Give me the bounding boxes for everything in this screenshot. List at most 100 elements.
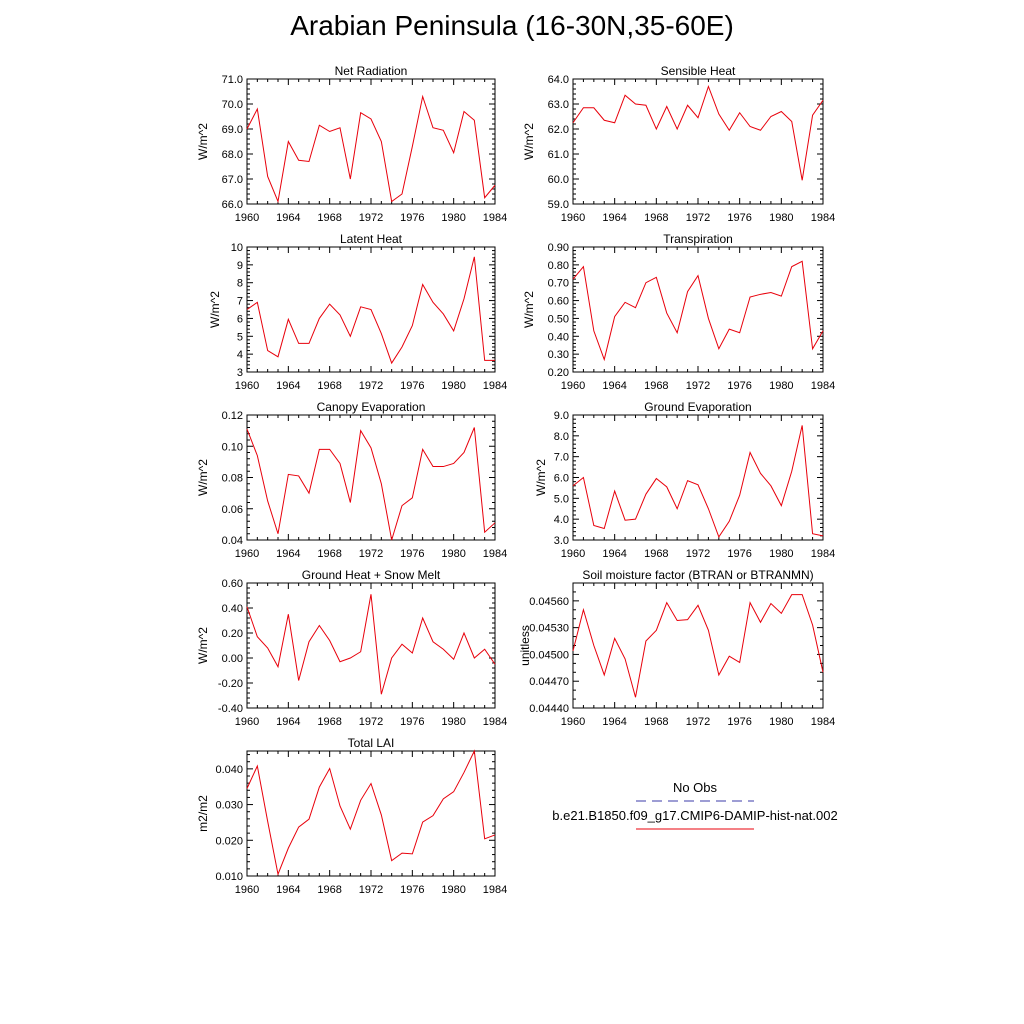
y-tick-label: 64.0 bbox=[548, 74, 569, 86]
y-tick-label: 8 bbox=[237, 278, 243, 290]
y-axis-label: W/m^2 bbox=[208, 291, 222, 328]
y-tick-label: 0.06 bbox=[222, 504, 243, 516]
x-tick-label: 1964 bbox=[276, 716, 300, 728]
x-tick-label: 1964 bbox=[602, 716, 626, 728]
x-tick-label: 1960 bbox=[561, 548, 585, 560]
panel-title: Ground Heat + Snow Melt bbox=[302, 568, 441, 582]
x-tick-label: 1960 bbox=[235, 380, 259, 392]
y-tick-label: 66.0 bbox=[222, 199, 243, 211]
x-tick-label: 1976 bbox=[400, 884, 424, 896]
x-tick-label: 1968 bbox=[317, 548, 341, 560]
panel-soil-moisture-factor-btran-or-btranmn: Soil moisture factor (BTRAN or BTRANMN) 1… bbox=[518, 568, 835, 728]
y-tick-label: 0.010 bbox=[215, 871, 243, 883]
y-tick-label: 67.0 bbox=[222, 174, 243, 186]
x-tick-label: 1968 bbox=[317, 380, 341, 392]
y-tick-label: 0.040 bbox=[215, 764, 243, 776]
x-tick-label: 1980 bbox=[769, 548, 793, 560]
x-tick-label: 1984 bbox=[483, 716, 507, 728]
plot-frame bbox=[572, 246, 824, 373]
panel-canopy-evaporation: Canopy Evaporation 1960 1964 1968 1972 1976 19… bbox=[196, 400, 507, 560]
y-tick-label: 0.04440 bbox=[529, 703, 569, 715]
panel-title: Latent Heat bbox=[340, 232, 403, 246]
y-tick-label: 61.0 bbox=[548, 149, 569, 161]
x-tick-label: 1976 bbox=[400, 716, 424, 728]
x-tick-label: 1976 bbox=[400, 380, 424, 392]
x-tick-label: 1968 bbox=[644, 212, 668, 224]
x-tick-label: 1972 bbox=[359, 716, 383, 728]
y-tick-label: 60.0 bbox=[548, 174, 569, 186]
y-tick-label: 10 bbox=[231, 242, 243, 254]
y-axis-label: W/m^2 bbox=[534, 459, 548, 496]
x-tick-label: 1980 bbox=[769, 716, 793, 728]
y-tick-label: -0.40 bbox=[218, 703, 243, 715]
x-tick-label: 1980 bbox=[441, 548, 465, 560]
x-tick-label: 1960 bbox=[561, 380, 585, 392]
series-line bbox=[246, 427, 496, 541]
y-tick-label: 0.020 bbox=[215, 835, 243, 847]
y-axis-label: W/m^2 bbox=[522, 291, 536, 328]
x-tick-label: 1968 bbox=[317, 212, 341, 224]
series-line bbox=[246, 749, 496, 876]
y-tick-label: 0.04500 bbox=[529, 649, 569, 661]
y-tick-label: 0.20 bbox=[222, 628, 243, 640]
plot-frame bbox=[572, 414, 824, 541]
x-tick-label: 1960 bbox=[561, 716, 585, 728]
panel-title: Total LAI bbox=[348, 736, 395, 750]
panel-title: Canopy Evaporation bbox=[317, 400, 426, 414]
series-line bbox=[572, 425, 824, 538]
y-tick-label: 71.0 bbox=[222, 74, 243, 86]
y-tick-label: 0.80 bbox=[548, 260, 569, 272]
plot-frame bbox=[246, 414, 496, 541]
panel-grid: Net Radiation 1960 1964 1968 1972 1976 1980 198… bbox=[196, 64, 835, 896]
x-tick-label: 1972 bbox=[359, 884, 383, 896]
panel-title: Sensible Heat bbox=[661, 64, 736, 78]
x-tick-label: 1960 bbox=[561, 212, 585, 224]
legend: No Obs b.e21.B1850.f09_g17.CMIP6-DAMIP-h… bbox=[552, 780, 838, 830]
x-tick-label: 1984 bbox=[811, 380, 835, 392]
x-tick-label: 1972 bbox=[686, 716, 710, 728]
x-tick-label: 1964 bbox=[602, 212, 626, 224]
y-tick-label: 0.04470 bbox=[529, 676, 569, 688]
x-tick-label: 1968 bbox=[317, 884, 341, 896]
x-tick-label: 1984 bbox=[811, 212, 835, 224]
y-tick-label: 0.50 bbox=[548, 313, 569, 325]
y-tick-label: 59.0 bbox=[548, 199, 569, 211]
y-tick-label: 3 bbox=[237, 367, 243, 379]
y-tick-label: 6.0 bbox=[554, 473, 569, 485]
plot-frame bbox=[572, 78, 824, 205]
x-tick-label: 1968 bbox=[644, 548, 668, 560]
y-axis-label: W/m^2 bbox=[196, 459, 210, 496]
y-tick-label: 0.00 bbox=[222, 653, 243, 665]
y-axis-label: m2/m2 bbox=[196, 795, 210, 832]
x-tick-label: 1984 bbox=[483, 884, 507, 896]
panel-latent-heat: Latent Heat 1960 1964 1968 1972 1976 1980 1984 3… bbox=[208, 232, 507, 392]
y-tick-label: 63.0 bbox=[548, 99, 569, 111]
x-tick-label: 1960 bbox=[235, 212, 259, 224]
figure-title: Arabian Peninsula (16-30N,35-60E) bbox=[290, 10, 734, 41]
y-tick-label: 0.04560 bbox=[529, 596, 569, 608]
panel-title: Ground Evaporation bbox=[644, 400, 751, 414]
y-tick-label: 6 bbox=[237, 313, 243, 325]
y-axis-label: unitless bbox=[518, 625, 532, 666]
series-line bbox=[572, 85, 824, 181]
x-tick-label: 1976 bbox=[727, 716, 751, 728]
x-tick-label: 1964 bbox=[602, 548, 626, 560]
y-tick-label: 70.0 bbox=[222, 99, 243, 111]
y-axis-label: W/m^2 bbox=[196, 123, 210, 160]
x-tick-label: 1972 bbox=[686, 548, 710, 560]
y-tick-label: 5 bbox=[237, 331, 243, 343]
x-tick-label: 1980 bbox=[441, 380, 465, 392]
y-tick-label: 7 bbox=[237, 296, 243, 308]
x-tick-label: 1968 bbox=[317, 716, 341, 728]
x-tick-label: 1980 bbox=[769, 380, 793, 392]
x-tick-label: 1968 bbox=[644, 380, 668, 392]
y-tick-label: 0.08 bbox=[222, 473, 243, 485]
plot-frame bbox=[246, 582, 496, 709]
x-tick-label: 1984 bbox=[811, 716, 835, 728]
y-tick-label: 9.0 bbox=[554, 410, 569, 422]
panel-net-radiation: Net Radiation 1960 1964 1968 1972 1976 1980 198… bbox=[196, 64, 507, 224]
x-tick-label: 1972 bbox=[359, 548, 383, 560]
y-tick-label: 8.0 bbox=[554, 431, 569, 443]
y-tick-label: 7.0 bbox=[554, 452, 569, 464]
